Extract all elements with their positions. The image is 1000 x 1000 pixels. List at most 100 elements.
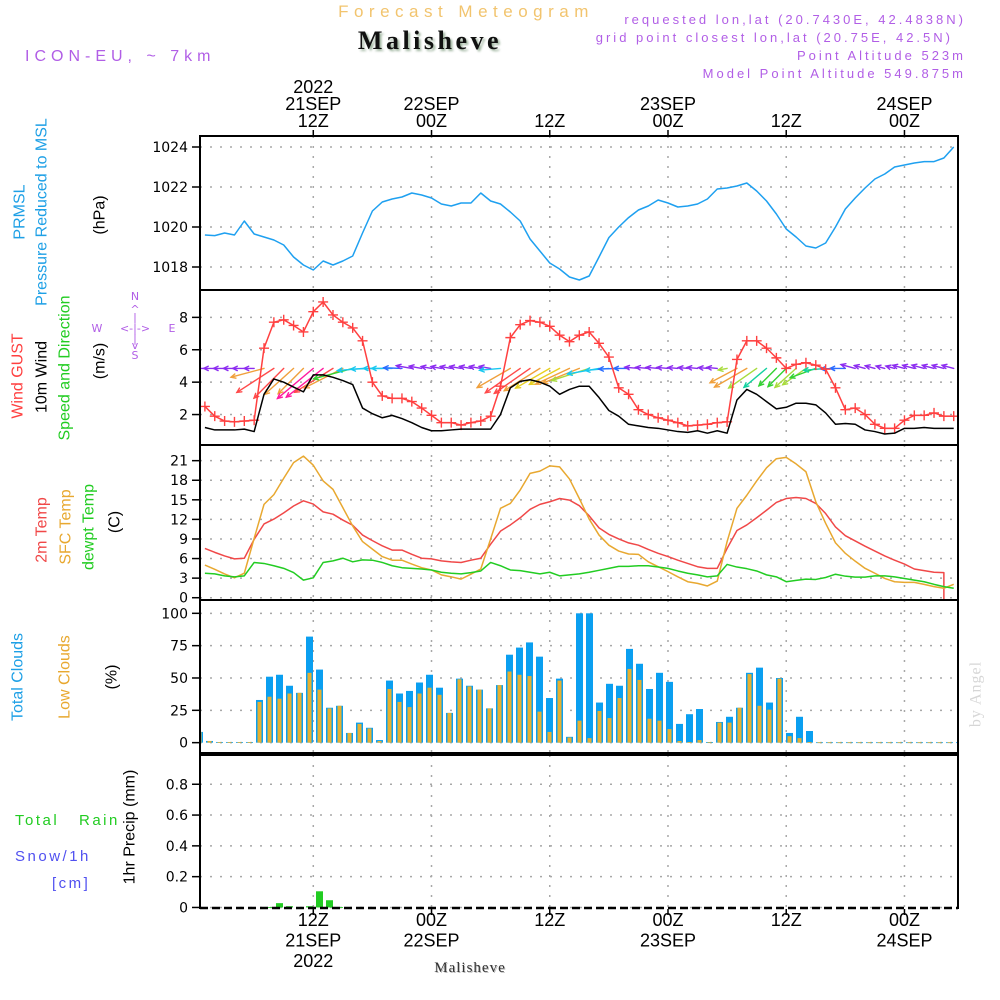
low-clouds-bar (557, 680, 562, 743)
temp-grid (200, 445, 958, 600)
wind-gust-marker (347, 322, 358, 333)
low-clouds-bar (497, 685, 502, 743)
low-clouds-bar (317, 689, 322, 743)
wind-arrow-shaft (293, 367, 334, 394)
wind-gust-marker (544, 321, 555, 332)
wind-gust-marker (899, 415, 910, 426)
y-tick-label: 3 (179, 571, 188, 587)
clouds-axis-labels: Total Clouds Low Clouds (%) (10, 633, 121, 721)
wind-arrow-head (863, 364, 871, 370)
low-clouds-bar (847, 742, 852, 744)
low-clouds-bar (527, 676, 532, 743)
low-clouds-bar (717, 722, 722, 743)
legend-total: Total (15, 812, 59, 829)
low-clouds-bar (367, 728, 372, 743)
wind-arrow (884, 364, 896, 371)
low-clouds-bar (887, 742, 892, 744)
bottom-time-label: 00Z (416, 910, 447, 930)
wind-arrow (930, 363, 945, 370)
wind-arrow-shaft (468, 365, 482, 370)
wind-arrow-head (655, 364, 663, 371)
wind-gust-marker (919, 410, 930, 421)
wind-gust-marker (574, 330, 585, 341)
wind-gust-marker (633, 404, 644, 415)
wind-gust-marker (830, 382, 841, 393)
total-clouds-bar (676, 723, 683, 743)
low-clouds-bar (397, 701, 402, 743)
wind-gust-marker (525, 315, 536, 326)
top-time-label: 24SEP (876, 94, 932, 114)
low-clouds-bar (897, 742, 902, 744)
wind-arrow-head (293, 387, 301, 394)
wind-arrow-head (623, 364, 631, 371)
speed-direction-label: Speed and Direction (57, 296, 74, 441)
wind-arrow-head (419, 364, 427, 371)
low-clouds-bar (777, 678, 782, 743)
wind-arrow-shaft (901, 364, 916, 370)
y-tick-label: 1022 (152, 180, 188, 196)
low-clouds-bar (597, 710, 602, 743)
wind-gust-marker (613, 382, 624, 393)
wind-arrow (773, 367, 797, 389)
wind-arrow-shaft (635, 366, 649, 370)
legend-snow: Snow/1h (15, 848, 91, 865)
wind-arrow (713, 367, 748, 388)
low-clouds-bar (487, 708, 492, 743)
wind-arrow-head (910, 363, 918, 370)
wind-arrow (920, 363, 935, 370)
low-clouds-bar (877, 742, 882, 744)
wind-gust-marker (515, 319, 526, 330)
low-clouds-bar (507, 671, 512, 743)
low-clouds-bar (767, 709, 772, 743)
wind-arrow-head (852, 363, 861, 370)
precip-panel-frame (199, 754, 959, 909)
wind-arrow (242, 365, 255, 372)
watermark: by Angel (968, 661, 985, 727)
total-clouds-bar (546, 698, 553, 743)
temp-y-axis: 0 3 6 9 12 15 18 21 (170, 454, 200, 607)
y-tick-label: 0.6 (166, 808, 188, 824)
wind-arrow (676, 365, 689, 371)
wind-arrow-shaft (253, 367, 285, 399)
top-time-label: 22SEP (403, 94, 459, 114)
low-clouds-bar (287, 693, 292, 743)
wind-arrow-shaft (941, 364, 955, 370)
wind-gust-marker (505, 332, 516, 343)
wind-arrow-shaft (911, 364, 925, 370)
y-tick-label: 4 (179, 375, 188, 391)
wind-arrow-head (202, 365, 209, 372)
wind-gust-marker (860, 409, 871, 420)
wind-arrow-head (514, 383, 522, 389)
wind-arrow-shaft (542, 367, 581, 384)
wind-gust-marker (554, 330, 565, 341)
wind-gust-marker (327, 309, 338, 320)
pressure-grid (200, 136, 958, 290)
wind-arrow-head (448, 364, 456, 371)
y-tick-label: 1024 (152, 140, 188, 156)
dewpt-temp-line (204, 557, 954, 589)
low-clouds-bar (787, 736, 792, 743)
wind-arrow-head (484, 387, 491, 394)
y-tick-label: 1018 (152, 260, 188, 276)
wind-arrow-head (312, 374, 320, 381)
wind-arrow (696, 365, 709, 371)
wind-arrow-shaft (439, 365, 452, 370)
low-clouds-bar (337, 705, 342, 743)
top-time-label: 12Z (534, 111, 565, 131)
y-tick-label: 0 (179, 591, 188, 607)
low-clouds-bar (907, 742, 912, 744)
wind-arrow-shaft (303, 367, 344, 389)
low-clouds-bar (587, 738, 592, 743)
wind-arrow-head (676, 365, 684, 371)
low-clouds-bar (447, 712, 452, 743)
wind-arrow-shaft (864, 365, 876, 370)
sfc-temp-line (204, 455, 955, 590)
total-clouds-bar (686, 714, 693, 743)
low-clouds-bar (277, 698, 282, 743)
wind-gust-marker (751, 335, 762, 346)
temp-plot (204, 455, 955, 600)
wind-arrow-shaft (503, 367, 541, 392)
precip-grid (200, 755, 958, 909)
low-clouds-bar (947, 742, 952, 744)
